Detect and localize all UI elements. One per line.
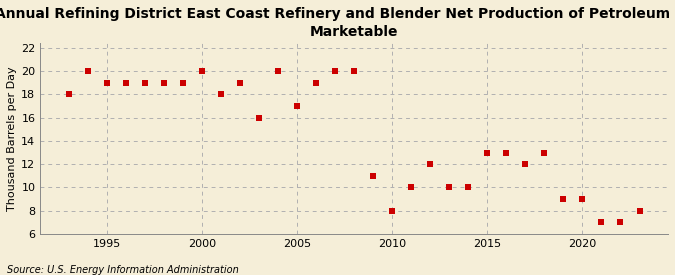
Point xyxy=(368,174,379,178)
Point xyxy=(349,69,360,73)
Point xyxy=(273,69,284,73)
Point xyxy=(235,81,246,85)
Title: Annual Refining District East Coast Refinery and Blender Net Production of Petro: Annual Refining District East Coast Refi… xyxy=(0,7,675,39)
Point xyxy=(501,150,512,155)
Y-axis label: Thousand Barrels per Day: Thousand Barrels per Day xyxy=(7,66,17,211)
Point xyxy=(482,150,493,155)
Point xyxy=(292,104,302,108)
Point xyxy=(520,162,531,166)
Point xyxy=(120,81,131,85)
Text: Source: U.S. Energy Information Administration: Source: U.S. Energy Information Administ… xyxy=(7,265,238,275)
Point xyxy=(178,81,188,85)
Point xyxy=(196,69,207,73)
Point xyxy=(387,208,398,213)
Point xyxy=(558,197,569,201)
Point xyxy=(634,208,645,213)
Point xyxy=(63,92,74,97)
Point xyxy=(310,81,321,85)
Point xyxy=(615,220,626,224)
Point xyxy=(406,185,416,190)
Point xyxy=(82,69,93,73)
Point xyxy=(215,92,226,97)
Point xyxy=(101,81,112,85)
Point xyxy=(159,81,169,85)
Point xyxy=(444,185,455,190)
Point xyxy=(463,185,474,190)
Point xyxy=(577,197,588,201)
Point xyxy=(425,162,435,166)
Point xyxy=(254,116,265,120)
Point xyxy=(140,81,151,85)
Point xyxy=(596,220,607,224)
Point xyxy=(539,150,550,155)
Point xyxy=(329,69,340,73)
